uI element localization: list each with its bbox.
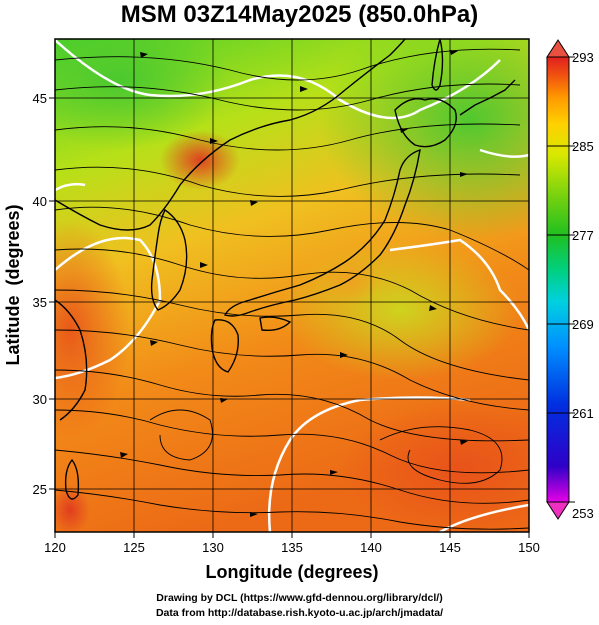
streamline — [55, 329, 529, 411]
isotherm-contours — [55, 39, 529, 532]
streamline — [55, 289, 529, 381]
arrowhead — [330, 470, 338, 475]
arrowhead — [150, 340, 158, 346]
graticule — [55, 39, 529, 532]
x-tick-label: 135 — [281, 540, 303, 555]
x-tick-marks — [54, 532, 530, 538]
y-axis-label: Latitude (degrees) — [3, 204, 23, 365]
arrowhead — [460, 172, 468, 177]
isotherm — [389, 238, 529, 331]
streamline — [55, 369, 529, 442]
arrowhead — [210, 138, 218, 144]
isotherm — [55, 182, 86, 192]
x-tick-label: 130 — [202, 540, 224, 555]
kyushu-coast — [210, 319, 239, 373]
streamline — [55, 123, 521, 151]
colorbar-tick-label: 285 — [572, 139, 594, 154]
y-tick-label: 40 — [33, 194, 47, 209]
arrowhead — [400, 128, 408, 133]
y-tick-label: 25 — [33, 482, 47, 497]
isotherm — [267, 396, 471, 532]
streamline — [55, 83, 521, 111]
y-tick-marks — [49, 97, 55, 490]
map-title: MSM 03Z14May2025 (850.0hPa) — [120, 1, 479, 28]
x-axis-label: Longitude (degrees) — [205, 562, 378, 582]
streamline — [149, 409, 213, 461]
colorbar-bottom-arrow — [546, 501, 570, 520]
x-tick-label: 140 — [360, 540, 382, 555]
taiwan-coast — [64, 458, 80, 500]
y-tick-label: 35 — [33, 295, 47, 310]
colorbar-tick-label: 293 — [572, 50, 594, 65]
colorbar-tick-label: 261 — [572, 406, 594, 421]
isotherm — [55, 39, 501, 120]
x-tick-label: 120 — [44, 540, 66, 555]
arrowhead — [429, 305, 437, 311]
arrowhead — [460, 440, 468, 445]
isotherm — [439, 503, 529, 532]
y-tick-label: 30 — [33, 392, 47, 407]
streamline — [55, 248, 529, 331]
korea-coast — [150, 208, 188, 311]
honshu-coast — [224, 148, 421, 317]
shikoku-coast — [259, 316, 292, 332]
arrowhead — [250, 200, 258, 206]
streamline-arrows — [120, 50, 468, 517]
arrowhead — [200, 262, 208, 268]
isotherm — [479, 148, 529, 158]
colorbar-scale — [546, 56, 570, 503]
arrowhead — [250, 512, 258, 517]
sakhalin-coast — [431, 39, 444, 91]
colorbar-tick-label: 269 — [572, 317, 594, 332]
streamline — [55, 409, 529, 474]
china-coast — [55, 299, 88, 421]
streamline — [55, 489, 529, 530]
credit-drawing: Drawing by DCL (https://www.gfd-dennou.o… — [156, 592, 443, 604]
colorbar-tick-label: 253 — [572, 506, 594, 521]
arrowhead — [450, 50, 458, 55]
streamline — [55, 166, 521, 197]
arrowhead — [340, 352, 348, 358]
isotherm — [55, 236, 162, 380]
coastlines — [55, 39, 516, 500]
colorbar-top-arrow — [546, 39, 570, 58]
arrowhead — [140, 52, 148, 58]
colorbar — [546, 39, 575, 520]
x-tick-label: 150 — [518, 540, 540, 555]
arrowhead — [300, 86, 308, 92]
credit-data-source: Data from http://database.rish.kyoto-u.a… — [155, 607, 444, 619]
y-tick-label: 45 — [33, 91, 47, 106]
streamline — [55, 206, 529, 271]
x-tick-label: 125 — [123, 540, 145, 555]
temperature-field — [55, 39, 529, 532]
hokkaido-coast — [394, 98, 457, 148]
arrowhead — [120, 452, 128, 458]
x-tick-label: 145 — [439, 540, 461, 555]
colorbar-tick-label: 277 — [572, 228, 594, 243]
streamline — [379, 426, 503, 484]
